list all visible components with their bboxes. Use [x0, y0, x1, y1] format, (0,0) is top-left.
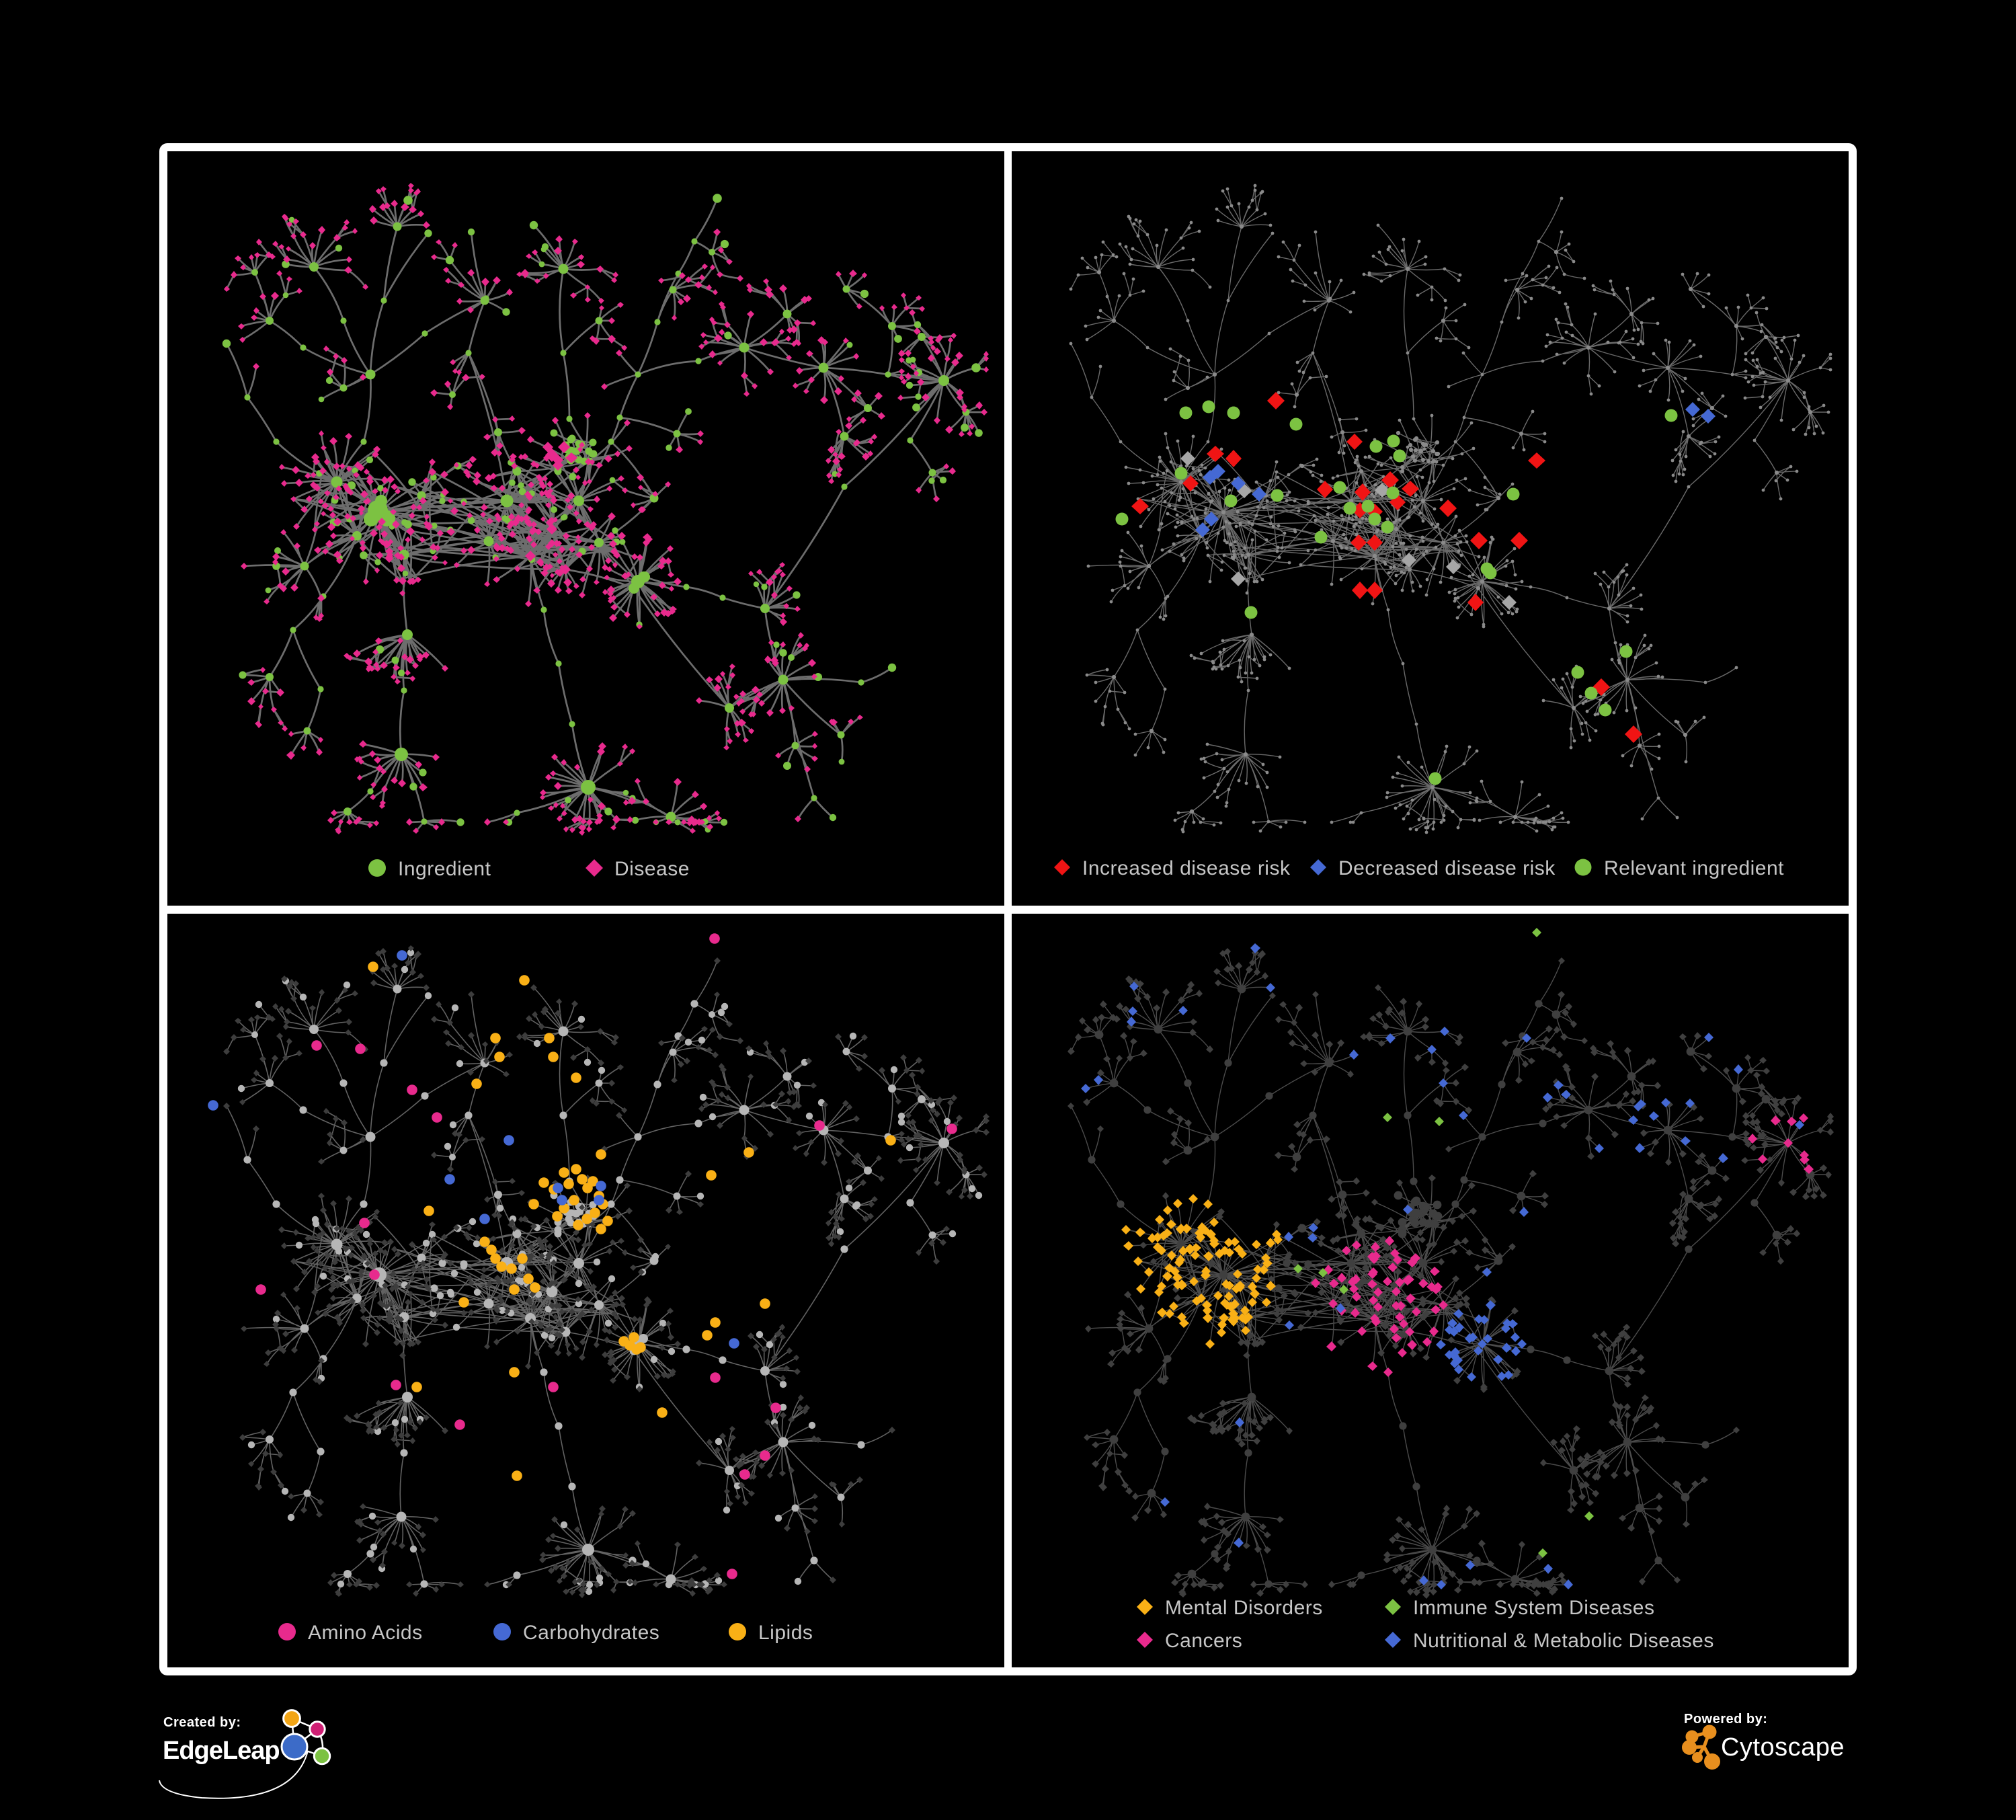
svg-text:Immune System Diseases: Immune System Diseases: [1413, 1597, 1654, 1619]
svg-text:Cytoscape: Cytoscape: [1721, 1733, 1845, 1762]
svg-text:EdgeLeap: EdgeLeap: [163, 1737, 280, 1765]
svg-text:Amino Acids: Amino Acids: [308, 1622, 423, 1644]
svg-text:Decreased disease risk: Decreased disease risk: [1338, 857, 1556, 879]
svg-text:Powered by:: Powered by:: [1684, 1712, 1767, 1727]
svg-text:Mental Disorders: Mental Disorders: [1165, 1597, 1323, 1619]
svg-text:Ingredient: Ingredient: [398, 858, 491, 880]
svg-text:Carbohydrates: Carbohydrates: [523, 1622, 659, 1644]
svg-text:Increased disease risk: Increased disease risk: [1082, 857, 1291, 879]
svg-text:Cancers: Cancers: [1165, 1630, 1242, 1652]
svg-text:Relevant ingredient: Relevant ingredient: [1604, 857, 1784, 879]
svg-text:Created by:: Created by:: [163, 1715, 241, 1730]
svg-text:Lipids: Lipids: [758, 1622, 813, 1644]
svg-text:Disease: Disease: [614, 858, 690, 880]
svg-text:Nutritional & Metabolic Diseas: Nutritional & Metabolic Diseases: [1413, 1630, 1714, 1652]
